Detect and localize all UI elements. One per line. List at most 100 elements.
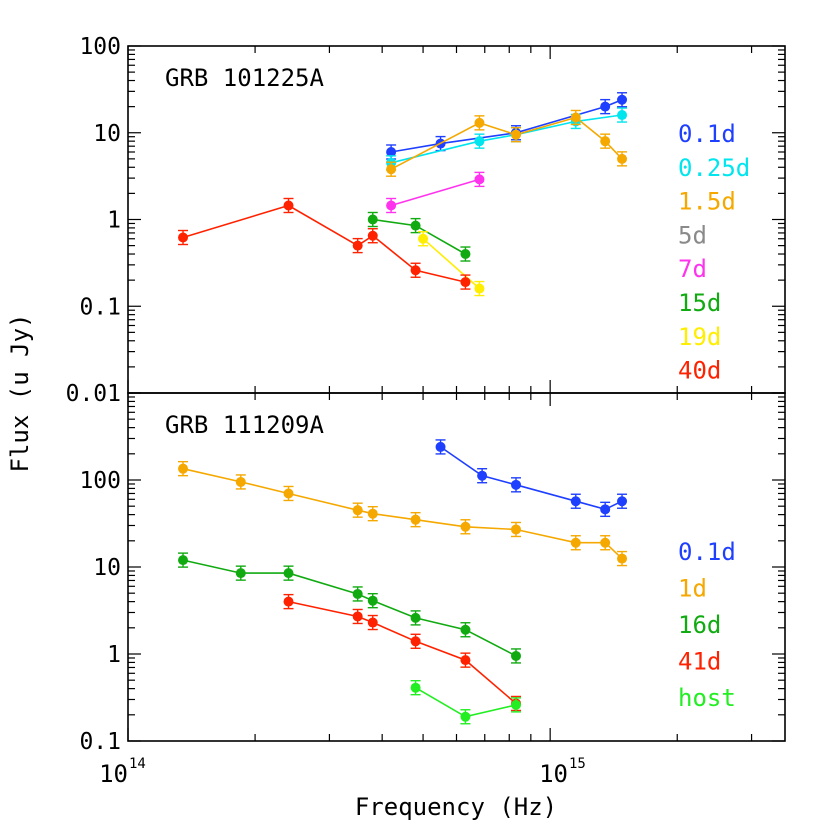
- data-point: [386, 164, 397, 175]
- legend-entry-1-5d: 1.5d: [678, 188, 736, 216]
- series-line: [390, 114, 623, 164]
- x-axis-label: Frequency (Hz): [355, 793, 557, 821]
- data-point: [460, 277, 471, 288]
- data-point: [367, 595, 378, 606]
- data-point: [410, 682, 421, 693]
- data-point: [283, 200, 294, 211]
- data-point: [178, 232, 189, 243]
- data-point: [617, 553, 628, 564]
- data-point: [570, 112, 581, 123]
- data-point: [235, 476, 246, 487]
- legend-entry-0-1d: 0.1d: [678, 538, 736, 566]
- data-point: [474, 117, 485, 128]
- y-tick-label: 10: [93, 555, 121, 581]
- data-point: [460, 249, 471, 260]
- y-tick-label: 0.1: [79, 729, 121, 755]
- legend-entry-15d: 15d: [678, 289, 721, 317]
- x-tick-label-1e14: 10 14: [99, 756, 146, 788]
- series-1-5d: [386, 109, 628, 177]
- data-point: [367, 617, 378, 628]
- y-tick-label: 100: [79, 34, 121, 60]
- data-point: [477, 470, 488, 481]
- series-19d: [418, 231, 485, 297]
- data-point: [474, 174, 485, 185]
- data-point: [352, 505, 363, 516]
- series-0-25d: [386, 107, 628, 171]
- series-40d: [178, 197, 471, 290]
- series-line: [390, 116, 623, 170]
- data-point: [410, 636, 421, 647]
- panel-title: GRB 111209A: [165, 411, 324, 439]
- series-7d: [386, 171, 485, 214]
- legend-entry-40d: 40d: [678, 357, 721, 385]
- series-line: [182, 467, 623, 560]
- data-point: [352, 240, 363, 251]
- x-tick-exponent: 15: [569, 756, 586, 772]
- series-line: [440, 446, 623, 511]
- data-point: [410, 265, 421, 276]
- data-point: [386, 146, 397, 157]
- data-point: [600, 537, 611, 548]
- x-tick-base: 10: [539, 760, 568, 788]
- data-point: [510, 650, 521, 661]
- series-line: [182, 559, 517, 657]
- data-point: [570, 496, 581, 507]
- y-tick-label: 0.01: [66, 381, 121, 407]
- data-point: [367, 230, 378, 241]
- series-15d: [367, 211, 471, 262]
- data-point: [617, 94, 628, 105]
- data-point: [570, 537, 581, 548]
- data-point: [367, 508, 378, 519]
- data-point: [600, 504, 611, 515]
- legend-entry-19d: 19d: [678, 323, 721, 351]
- data-point: [460, 711, 471, 722]
- data-point: [386, 200, 397, 211]
- legend-entry-host: host: [678, 684, 736, 712]
- series-0-1d: [435, 439, 628, 518]
- data-point: [367, 214, 378, 225]
- y-tick-label: 10: [93, 121, 121, 147]
- data-point: [410, 612, 421, 623]
- data-point: [283, 488, 294, 499]
- panel-title: GRB 101225A: [165, 64, 324, 92]
- legend-entry-7d: 7d: [678, 255, 707, 283]
- legend-entry-1d: 1d: [678, 575, 707, 603]
- data-point: [283, 596, 294, 607]
- x-tick-exponent: 14: [129, 756, 146, 772]
- y-tick-label: 100: [79, 468, 121, 494]
- y-axis-label: Flux (u Jy): [6, 314, 34, 473]
- data-point: [617, 153, 628, 164]
- data-point: [474, 136, 485, 147]
- legend-entry-0-1d: 0.1d: [678, 120, 736, 148]
- data-point: [600, 101, 611, 112]
- legend-entry-41d: 41d: [678, 648, 721, 676]
- legend-entry-16d: 16d: [678, 611, 721, 639]
- series-host: [410, 679, 521, 725]
- data-point: [178, 463, 189, 474]
- data-point: [435, 441, 446, 452]
- data-point: [617, 496, 628, 507]
- data-point: [474, 283, 485, 294]
- series-16d: [178, 552, 521, 664]
- data-point: [178, 555, 189, 566]
- series-1d: [178, 460, 628, 567]
- data-point: [600, 136, 611, 147]
- data-point: [510, 129, 521, 140]
- data-point: [510, 524, 521, 535]
- data-point: [235, 568, 246, 579]
- panel-grb-111209a: 100 10 1 0.1 GRB 111209A 0.1d 1d 16d 41d host: [79, 392, 786, 755]
- x-tick-base: 10: [99, 760, 128, 788]
- data-point: [352, 588, 363, 599]
- y-tick-label: 1: [107, 208, 121, 234]
- data-point: [460, 655, 471, 666]
- y-tick-label: 1: [107, 642, 121, 668]
- y-tick-label: 0.1: [79, 294, 121, 320]
- data-point: [352, 611, 363, 622]
- data-point: [418, 233, 429, 244]
- legend-entry-0-25d: 0.25d: [678, 154, 750, 182]
- series-line: [390, 178, 480, 207]
- data-point: [460, 521, 471, 532]
- data-point: [510, 479, 521, 490]
- data-point: [410, 514, 421, 525]
